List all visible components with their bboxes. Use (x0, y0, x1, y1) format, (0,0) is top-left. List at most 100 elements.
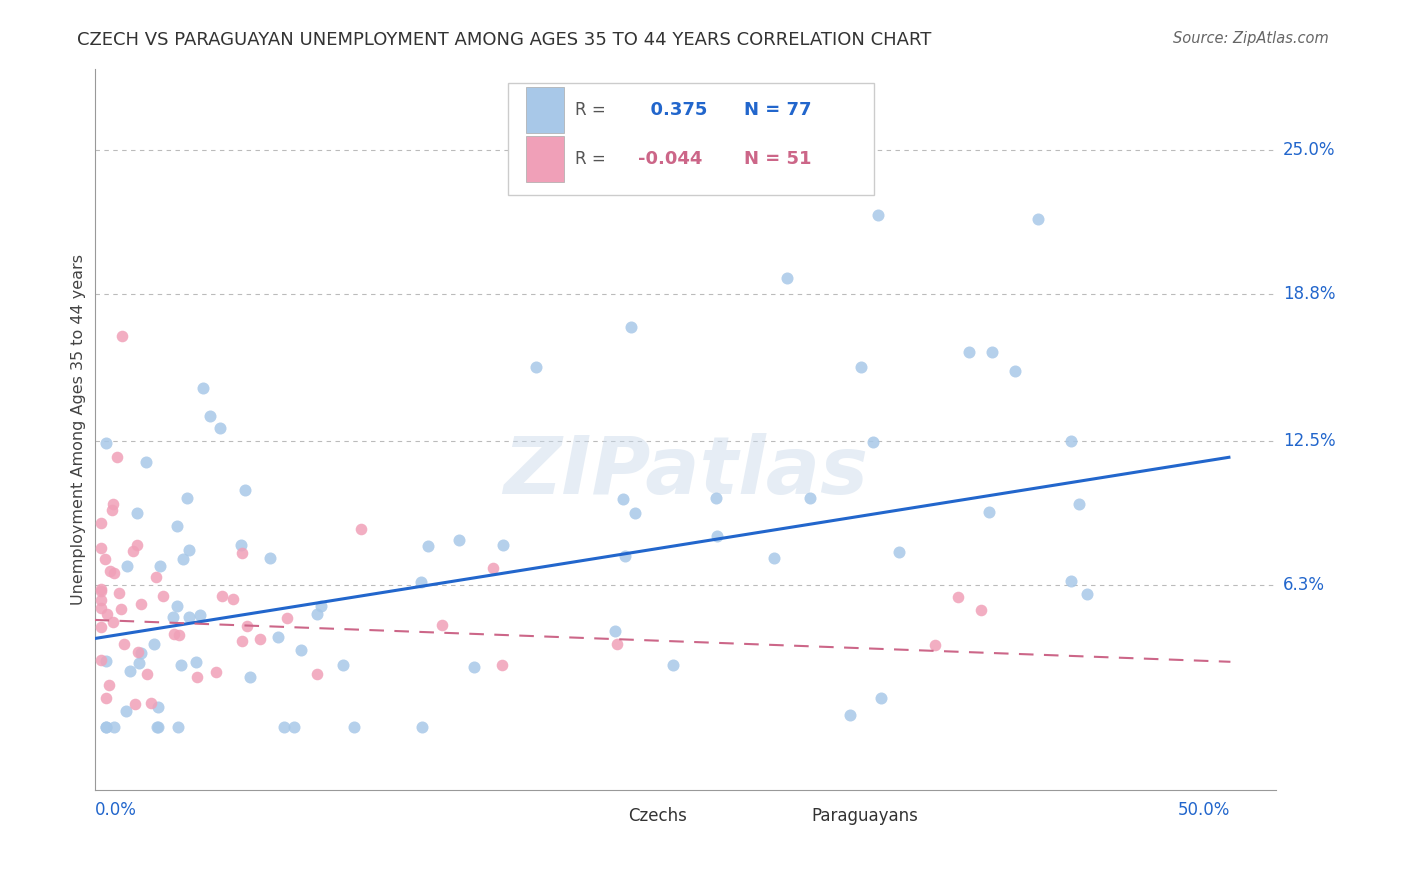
Point (90, 516, 112, 530)
Point (94, 720, 117, 734)
Text: 18.8%: 18.8% (1282, 285, 1336, 303)
Point (449, 533, 471, 547)
Point (839, 708, 862, 723)
Point (1060, 434, 1083, 448)
Point (266, 630, 288, 644)
Text: N = 77: N = 77 (744, 102, 811, 120)
Point (166, 599, 188, 613)
Point (135, 455, 157, 469)
Point (350, 522, 373, 536)
Point (432, 618, 454, 632)
Point (290, 643, 312, 657)
Point (169, 658, 191, 673)
Point (799, 491, 821, 505)
Point (149, 559, 172, 574)
Point (127, 645, 149, 659)
Point (120, 664, 142, 678)
Point (606, 637, 628, 651)
Point (191, 381, 214, 395)
Point (139, 697, 162, 711)
Point (283, 720, 305, 734)
Point (1026, 211, 1049, 226)
Point (112, 637, 135, 651)
Point (776, 271, 799, 285)
Point (273, 720, 295, 734)
Point (94, 436, 117, 450)
Point (617, 112, 640, 127)
Point (343, 720, 366, 734)
Point (90, 592, 112, 607)
Point (259, 550, 281, 565)
Point (103, 566, 125, 581)
Point (492, 539, 515, 553)
Point (463, 660, 485, 674)
Point (103, 720, 125, 734)
Y-axis label: Unemployment Among Ages 35 to 44 years: Unemployment Among Ages 35 to 44 years (72, 253, 86, 605)
Point (167, 720, 190, 734)
Point (146, 700, 169, 714)
Point (145, 570, 167, 584)
Text: 0.375: 0.375 (638, 102, 707, 120)
Point (623, 506, 645, 520)
Point (96, 607, 118, 621)
Point (238, 670, 260, 684)
Point (188, 608, 211, 623)
Point (90, 584, 112, 599)
Point (979, 505, 1001, 519)
Point (90, 620, 112, 634)
Point (491, 658, 513, 673)
Text: Paraguayans: Paraguayans (811, 806, 918, 825)
Point (211, 589, 233, 603)
Point (235, 619, 257, 633)
Text: 6.3%: 6.3% (1282, 576, 1324, 594)
Point (221, 591, 243, 606)
Point (186, 670, 208, 684)
Text: Czechs: Czechs (628, 806, 688, 825)
Point (110, 602, 132, 616)
Point (142, 637, 165, 651)
Point (114, 704, 136, 718)
Point (229, 538, 252, 552)
FancyBboxPatch shape (508, 83, 875, 194)
Point (706, 529, 728, 543)
Point (98, 565, 121, 579)
Point (612, 491, 634, 506)
Point (172, 551, 194, 566)
Point (166, 518, 188, 533)
Point (122, 544, 145, 558)
Point (249, 632, 271, 646)
Point (179, 610, 201, 624)
Point (125, 538, 148, 552)
Text: 50.0%: 50.0% (1178, 801, 1230, 820)
Point (90, 600, 112, 615)
Point (124, 698, 146, 712)
FancyBboxPatch shape (526, 136, 564, 182)
Point (163, 626, 186, 640)
Point (332, 657, 354, 672)
Point (135, 667, 157, 681)
Point (117, 559, 139, 574)
Point (152, 589, 174, 603)
Point (1059, 574, 1081, 589)
Point (411, 720, 433, 734)
Point (233, 483, 256, 498)
Point (200, 409, 222, 424)
Point (162, 609, 184, 624)
Point (763, 551, 786, 566)
Point (93, 552, 115, 566)
FancyBboxPatch shape (772, 801, 803, 830)
Point (924, 638, 946, 652)
Point (208, 421, 231, 435)
Text: 12.5%: 12.5% (1282, 432, 1336, 450)
Point (307, 666, 329, 681)
Point (620, 319, 643, 334)
Point (1069, 497, 1091, 511)
Text: 0.0%: 0.0% (94, 801, 136, 820)
Point (101, 615, 124, 629)
Text: N = 51: N = 51 (744, 150, 811, 168)
Point (851, 360, 873, 375)
Point (101, 503, 124, 517)
Point (411, 574, 433, 589)
Point (662, 657, 685, 672)
Point (416, 539, 439, 553)
